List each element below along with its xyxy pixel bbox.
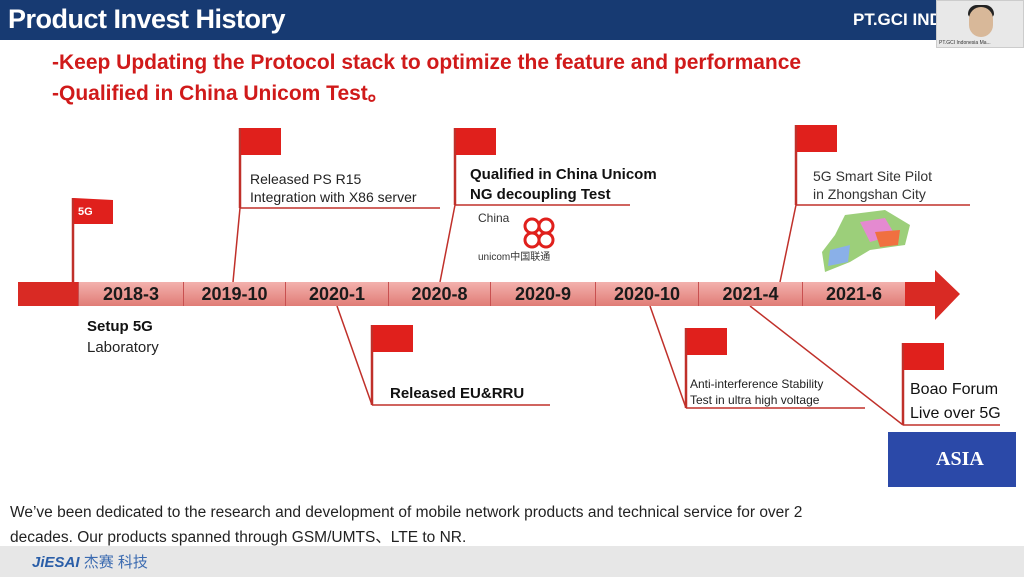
ps-r15-line1: Released PS R15 — [250, 171, 362, 187]
smart-site-line1: 5G Smart Site Pilot — [813, 168, 933, 184]
flag-icon — [241, 128, 281, 155]
flag-icon — [904, 343, 944, 370]
guangdong-map-icon — [822, 210, 910, 272]
timeline-date[interactable]: 2020-8 — [388, 282, 490, 306]
boao-line2: Live over 5G — [910, 405, 1001, 422]
bullet-2: -Qualified in China Unicom Test。 — [52, 82, 389, 105]
setup-line2: Laboratory — [87, 339, 159, 356]
flag-icon — [687, 328, 727, 355]
brand-label: PT.GCI IND — [853, 10, 942, 29]
timeline-date[interactable]: 2020-10 — [595, 282, 698, 306]
setup-line1: Setup 5G — [87, 318, 153, 335]
flag-icon — [74, 198, 113, 224]
timeline-date[interactable]: 2021-4 — [698, 282, 802, 306]
flag-icon — [797, 125, 837, 152]
flag-icon — [456, 128, 496, 155]
smart-site-line2: in Zhongshan City — [813, 186, 926, 202]
ps-r15-line2: Integration with X86 server — [250, 189, 417, 205]
eu-rru-label: Released EU&RRU — [390, 385, 525, 402]
timeline-date[interactable]: 2020-1 — [285, 282, 388, 306]
avatar — [969, 7, 993, 37]
timeline-date[interactable]: 2018-3 — [78, 282, 183, 306]
timeline-date[interactable]: 2021-6 — [802, 282, 905, 306]
description-text: We’ve been dedicated to the research and… — [10, 504, 803, 546]
header-bar — [0, 0, 1024, 40]
unicom-logo-icon — [523, 217, 555, 249]
anti-line2: Test in ultra high voltage — [690, 393, 820, 407]
boao-line1: Boao Forum — [910, 381, 999, 398]
flag-icon — [373, 325, 413, 352]
anti-line1: Anti-interference Stability — [690, 377, 824, 391]
bullet-1: -Keep Updating the Protocol stack to opt… — [52, 51, 802, 74]
footer-bar — [0, 546, 1024, 577]
flag-5g-label: 5G — [78, 206, 93, 218]
webcam-name: PT.GCI Indonesia Ma... — [939, 40, 991, 46]
jiesai-logo: JiESAI 杰赛 科技 — [32, 554, 148, 571]
boao-asia-logo: ASIA — [888, 432, 1016, 487]
timeline-date[interactable]: 2020-9 — [490, 282, 595, 306]
page-title: Product Invest History — [8, 4, 286, 34]
china-unicom-logo: China unicom中国联通 — [478, 211, 551, 263]
unicom-line2: NG decoupling Test — [470, 186, 611, 203]
unicom-line1: Qualified in China Unicom — [470, 166, 657, 183]
timeline-date[interactable]: 2019-10 — [183, 282, 285, 306]
